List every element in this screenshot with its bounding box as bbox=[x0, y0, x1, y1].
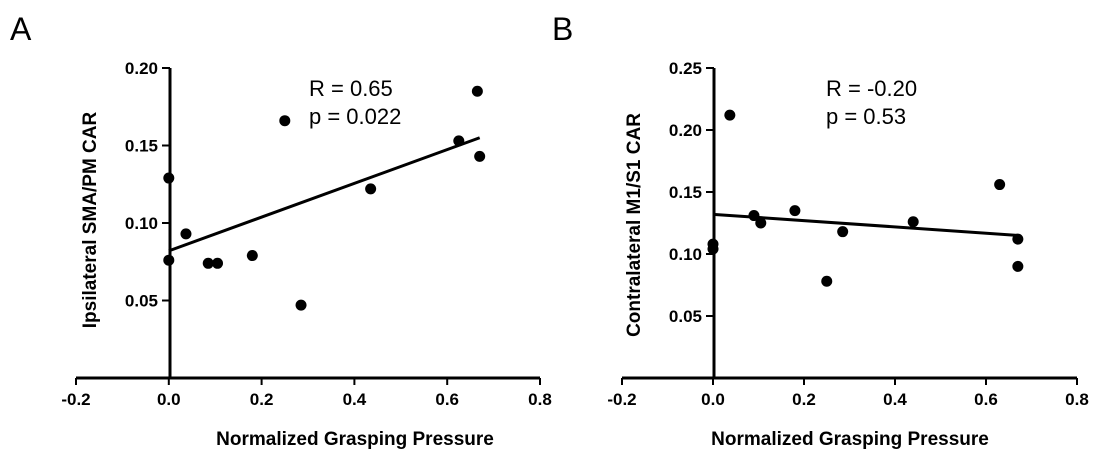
data-point-a bbox=[474, 150, 486, 162]
x-tick-label-b: 0.6 bbox=[974, 390, 998, 409]
data-point-a bbox=[471, 85, 483, 97]
data-point-b bbox=[821, 275, 833, 287]
axes-b bbox=[622, 68, 1077, 380]
y-tick-label-b: 0.10 bbox=[669, 245, 702, 264]
fit-a bbox=[168, 136, 481, 253]
x-tick-label-a: 0.0 bbox=[157, 390, 181, 409]
y-tick-label-a: 0.05 bbox=[125, 292, 158, 311]
x-axis-title-b: Normalized Grasping Pressure bbox=[711, 429, 989, 450]
data-point-a bbox=[212, 257, 224, 269]
data-point-b bbox=[994, 179, 1006, 191]
regression-line-a bbox=[168, 136, 481, 253]
r-value-b: R = -0.20 bbox=[826, 76, 917, 101]
y-axis-title-b: Contralateral M1/S1 CAR bbox=[624, 113, 645, 337]
data-point-a bbox=[246, 250, 258, 262]
data-point-b bbox=[1012, 233, 1024, 245]
data-point-a bbox=[279, 115, 291, 127]
x-axis-title-a: Normalized Grasping Pressure bbox=[216, 429, 494, 450]
data-point-a bbox=[163, 254, 175, 266]
x-tick-label-b: 0.8 bbox=[1065, 390, 1089, 409]
p-value-a: p = 0.022 bbox=[309, 104, 401, 129]
p-value-b: p = 0.53 bbox=[826, 104, 906, 129]
data-point-a bbox=[163, 172, 175, 184]
data-point-a bbox=[295, 299, 307, 311]
y-tick-label-b: 0.25 bbox=[669, 59, 702, 78]
y-tick-label-a: 0.10 bbox=[125, 214, 158, 233]
panel-letter-a: A bbox=[10, 11, 32, 47]
r-value-a: R = 0.65 bbox=[309, 76, 393, 101]
x-tick-label-a: 0.8 bbox=[528, 390, 552, 409]
x-tick-label-b: 0.2 bbox=[792, 390, 816, 409]
panel-b: B Contralateral M1/S1 CAR Normalized Gra… bbox=[552, 11, 1089, 450]
data-point-b bbox=[837, 226, 849, 238]
x-tick-label-a: -0.2 bbox=[61, 390, 90, 409]
x-tick-label-a: 0.6 bbox=[435, 390, 459, 409]
y-tick-label-b: 0.05 bbox=[669, 307, 702, 326]
y-tick-label-a: 0.15 bbox=[125, 137, 158, 156]
ticks-a: -0.2 0.0 0.2 0.4 0.6 0.8 0.05 0.10 0.15 0.20 bbox=[61, 59, 551, 409]
data-point-a bbox=[180, 228, 192, 240]
ticks-b: -0.2 0.0 0.2 0.4 0.6 0.8 0.05 0.10 0.15 0.20 0.25 bbox=[607, 59, 1088, 409]
y-tick-label-b: 0.20 bbox=[669, 121, 702, 140]
data-point-b bbox=[748, 210, 760, 222]
points-b bbox=[707, 109, 1024, 287]
x-tick-label-a: 0.4 bbox=[343, 390, 367, 409]
regression-line-b bbox=[712, 212, 1018, 237]
data-point-a bbox=[202, 257, 214, 269]
data-point-a bbox=[453, 135, 465, 147]
x-tick-label-b: 0.0 bbox=[701, 390, 725, 409]
x-tick-label-b: -0.2 bbox=[607, 390, 636, 409]
fit-b bbox=[712, 212, 1018, 237]
y-tick-label-b: 0.15 bbox=[669, 183, 702, 202]
data-point-b bbox=[755, 217, 767, 229]
data-point-b bbox=[707, 243, 719, 255]
data-point-b bbox=[907, 216, 919, 228]
data-point-b bbox=[789, 205, 801, 217]
y-axis-title-a: Ipsilateral SMA/PM CAR bbox=[80, 112, 101, 329]
panel-letter-b: B bbox=[552, 11, 573, 47]
y-tick-label-a: 0.20 bbox=[125, 59, 158, 78]
data-point-a bbox=[365, 183, 377, 195]
data-point-b bbox=[724, 109, 736, 121]
panel-a: A Ipsilateral SMA/PM CAR Normalized Gras… bbox=[10, 11, 552, 450]
x-tick-label-a: 0.2 bbox=[250, 390, 274, 409]
data-point-b bbox=[1012, 260, 1024, 272]
x-tick-label-b: 0.4 bbox=[883, 390, 907, 409]
points-a bbox=[163, 85, 486, 311]
